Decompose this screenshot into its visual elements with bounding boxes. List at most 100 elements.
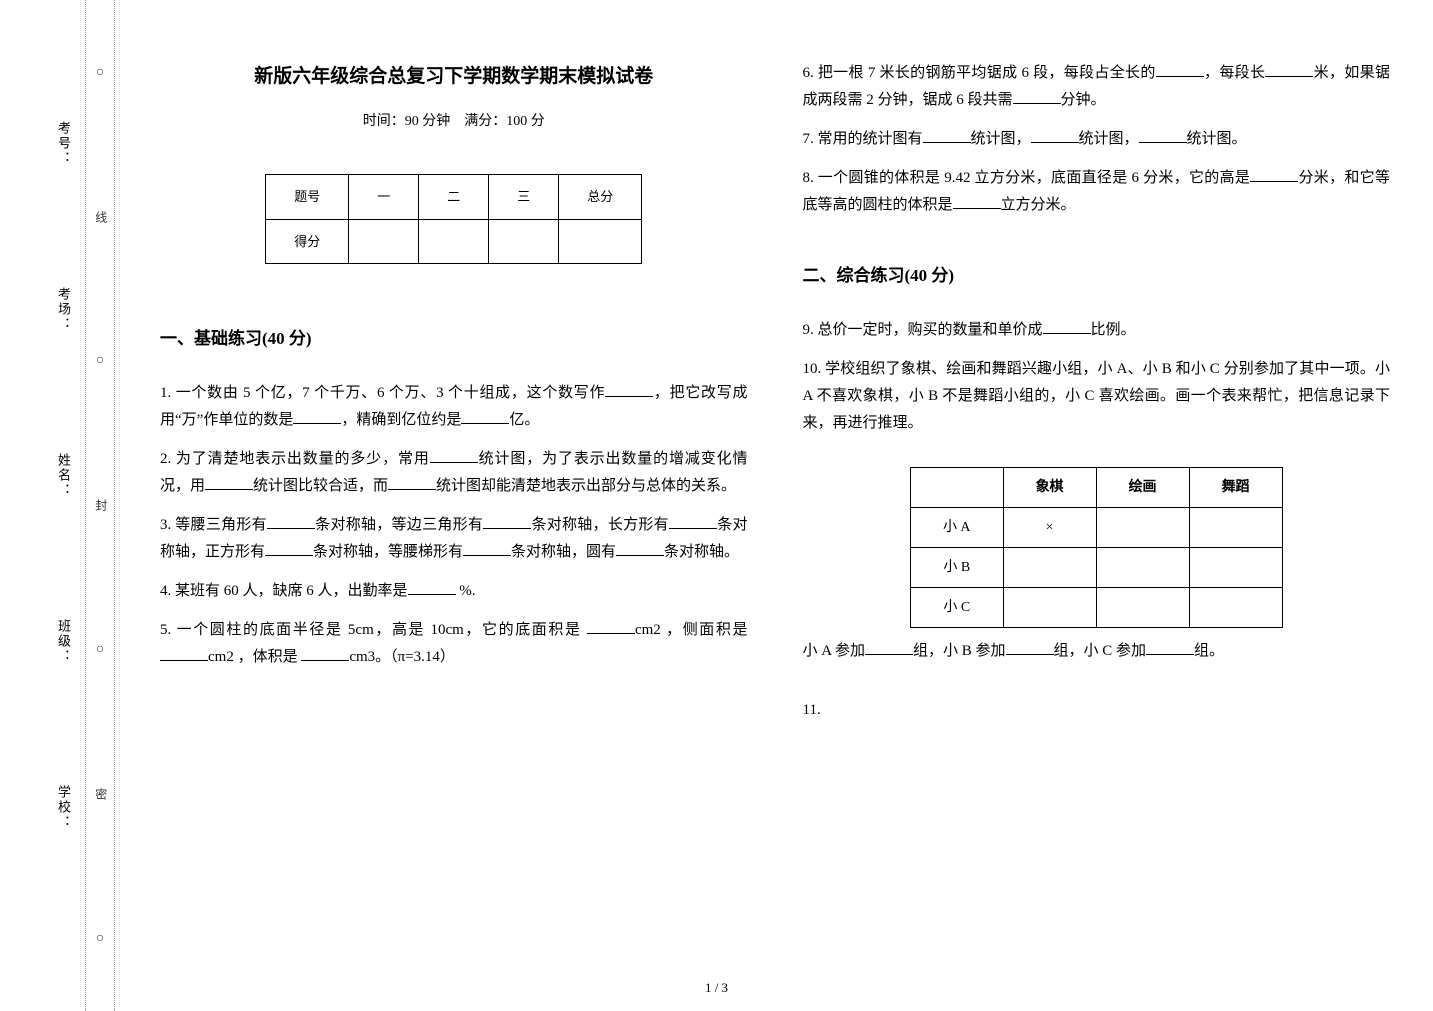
- blank: [301, 646, 349, 661]
- score-cell: [489, 219, 559, 263]
- blank: [267, 514, 315, 529]
- score-table: 题号 一 二 三 总分 得分: [265, 174, 642, 264]
- q10t-text: 小 A 参加: [803, 643, 866, 659]
- page-content: 新版六年级综合总复习下学期数学期末模拟试卷 时间：90 分钟 满分：100 分 …: [160, 60, 1390, 960]
- logic-cell: [1189, 547, 1282, 587]
- q3-text: 3. 等腰三角形有: [160, 517, 267, 533]
- blank: [1146, 640, 1194, 655]
- logic-cell: [1096, 547, 1189, 587]
- blank: [1006, 640, 1054, 655]
- logic-row-b: 小 B: [910, 547, 1282, 587]
- blank: [1156, 62, 1204, 77]
- q3-text: 条对称轴，等腰梯形有: [313, 544, 463, 560]
- blank: [463, 541, 511, 556]
- logic-cell: ×: [1003, 507, 1096, 547]
- q5-text: 5. 一个圆柱的底面半径是 5cm，高是 10cm，它的底面积是: [160, 622, 587, 638]
- blank: [430, 448, 478, 463]
- q10t-text: 组，小 C 参加: [1054, 643, 1147, 659]
- q6-text: 6. 把一根 7 米长的钢筋平均锯成 6 段，每段占全长的: [803, 65, 1156, 81]
- question-9: 9. 总价一定时，购买的数量和单价成 比例。: [803, 317, 1391, 344]
- blank: [293, 409, 341, 424]
- binding-label-xian: 线: [89, 211, 111, 223]
- side-label-room: 考场：: [35, 287, 75, 332]
- question-4: 4. 某班有 60 人，缺席 6 人，出勤率是 %.: [160, 578, 748, 605]
- q3-text: 条对称轴，等边三角形有: [315, 517, 483, 533]
- left-column: 新版六年级综合总复习下学期数学期末模拟试卷 时间：90 分钟 满分：100 分 …: [160, 60, 748, 960]
- logic-cell: [1189, 507, 1282, 547]
- binding-circle: ○: [96, 60, 104, 85]
- question-8: 8. 一个圆锥的体积是 9.42 立方分米，底面直径是 6 分米，它的高是分米，…: [803, 165, 1391, 219]
- logic-cell: [1003, 588, 1096, 628]
- logic-header-paint: 绘画: [1096, 467, 1189, 507]
- side-label-name: 姓名：: [35, 453, 75, 498]
- score-col-2: 二: [419, 175, 489, 219]
- blank: [265, 541, 313, 556]
- score-header-row: 题号 一 二 三 总分: [266, 175, 642, 219]
- logic-row-a: 小 A ×: [910, 507, 1282, 547]
- blank: [1139, 128, 1187, 143]
- question-6: 6. 把一根 7 米长的钢筋平均锯成 6 段，每段占全长的，每段长米，如果锯成两…: [803, 60, 1391, 114]
- logic-header-blank: [910, 467, 1003, 507]
- q3-text: 条对称轴，长方形有: [531, 517, 669, 533]
- q7-text: 统计图，: [1079, 131, 1139, 147]
- blank: [616, 541, 664, 556]
- question-11: 11.: [803, 697, 1391, 724]
- q9-text: 比例。: [1091, 322, 1136, 338]
- q3-text: 条对称轴，圆有: [511, 544, 616, 560]
- blank: [669, 514, 717, 529]
- exam-subtitle: 时间：90 分钟 满分：100 分: [160, 109, 748, 134]
- logic-header-dance: 舞蹈: [1189, 467, 1282, 507]
- side-labels: 考号： 考场： 姓名： 班级： 学校：: [35, 0, 75, 1011]
- binding-circle: ○: [96, 926, 104, 951]
- blank: [953, 194, 1001, 209]
- logic-cell: [1003, 547, 1096, 587]
- binding-circle: ○: [96, 348, 104, 373]
- q2-text: 统计图却能清楚地表示出部分与总体的关系。: [436, 478, 736, 494]
- question-3: 3. 等腰三角形有条对称轴，等边三角形有条对称轴，长方形有条对称轴，正方形有条对…: [160, 512, 748, 566]
- logic-cell: [1096, 507, 1189, 547]
- q3-text: 条对称轴。: [664, 544, 739, 560]
- score-cell: [349, 219, 419, 263]
- logic-row-c: 小 C: [910, 588, 1282, 628]
- q7-text: 统计图，: [971, 131, 1031, 147]
- q1-text: 亿。: [509, 412, 539, 428]
- blank: [865, 640, 913, 655]
- q1-text: 1. 一个数由 5 个亿，7 个千万、6 个万、3 个十组成，这个数写作: [160, 385, 605, 401]
- score-value-row: 得分: [266, 219, 642, 263]
- q2-text: 2. 为了清楚地表示出数量的多少，常用: [160, 451, 430, 467]
- blank: [408, 580, 456, 595]
- binding-label-mi: 密: [89, 788, 111, 800]
- blank: [160, 646, 208, 661]
- binding-label-feng: 封: [89, 499, 111, 511]
- section-2-heading: 二、综合练习(40 分): [803, 261, 1391, 292]
- q8-text: 立方分米。: [1001, 197, 1076, 213]
- blank: [1031, 128, 1079, 143]
- question-10: 10. 学校组织了象棋、绘画和舞蹈兴趣小组，小 A、小 B 和小 C 分别参加了…: [803, 356, 1391, 437]
- q7-text: 7. 常用的统计图有: [803, 131, 923, 147]
- q4-text: 4. 某班有 60 人，缺席 6 人，出勤率是: [160, 583, 408, 599]
- logic-table: 象棋 绘画 舞蹈 小 A × 小 B 小 C: [910, 467, 1283, 629]
- question-7: 7. 常用的统计图有 统计图， 统计图， 统计图。: [803, 126, 1391, 153]
- score-cell: [559, 219, 642, 263]
- q8-text: 8. 一个圆锥的体积是 9.42 立方分米，底面直径是 6 分米，它的高是: [803, 170, 1251, 186]
- section-1-heading: 一、基础练习(40 分): [160, 324, 748, 355]
- logic-cell: [1189, 588, 1282, 628]
- score-col-1: 一: [349, 175, 419, 219]
- q9-text: 9. 总价一定时，购买的数量和单价成: [803, 322, 1043, 338]
- side-label-class: 班级：: [35, 619, 75, 664]
- blank: [388, 475, 436, 490]
- score-row-label: 得分: [266, 219, 349, 263]
- q5-text: cm3。（π=3.14）: [349, 649, 455, 665]
- logic-cell: 小 B: [910, 547, 1003, 587]
- question-1: 1. 一个数由 5 个亿，7 个千万、6 个万、3 个十组成，这个数写作，把它改…: [160, 380, 748, 434]
- blank: [483, 514, 531, 529]
- score-col-label: 题号: [266, 175, 349, 219]
- blank: [1043, 319, 1091, 334]
- blank: [587, 619, 635, 634]
- exam-title: 新版六年级综合总复习下学期数学期末模拟试卷: [160, 60, 748, 94]
- q7-text: 统计图。: [1187, 131, 1247, 147]
- page-footer: 1 / 3: [0, 976, 1433, 999]
- score-cell: [419, 219, 489, 263]
- binding-circle: ○: [96, 637, 104, 662]
- question-10-tail: 小 A 参加组，小 B 参加组，小 C 参加组。: [803, 638, 1391, 665]
